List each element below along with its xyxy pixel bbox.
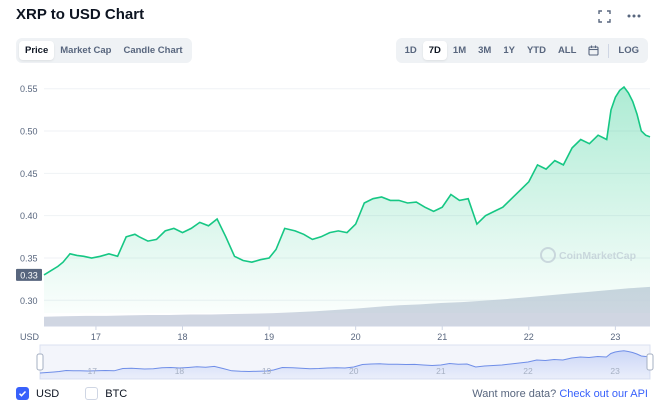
range-1m[interactable]: 1M <box>452 45 467 56</box>
navigator-tick-label: 19 <box>262 366 272 376</box>
tab-market-cap[interactable]: Market Cap <box>60 45 112 56</box>
fullscreen-icon[interactable] <box>596 8 612 24</box>
range-3m[interactable]: 3M <box>478 45 492 56</box>
svg-text:CoinMarketCap: CoinMarketCap <box>559 250 636 262</box>
range-selector: 1D 7D 1M 3M 1Y YTD ALL LOG <box>395 38 648 63</box>
y-tick-label: 0.55 <box>20 84 38 94</box>
navigator-handle-right[interactable] <box>646 353 654 371</box>
currency-usd[interactable]: USD <box>16 387 59 400</box>
y-tick-label: 0.35 <box>20 253 38 263</box>
price-area <box>44 87 650 313</box>
page-title: XRP to USD Chart <box>16 6 145 23</box>
x-tick-label: 20 <box>351 332 361 342</box>
x-tick-label: 17 <box>91 332 101 342</box>
current-price-label: 0.33 <box>20 270 38 280</box>
x-tick-label: 23 <box>610 332 620 342</box>
currency-legend: USD BTC <box>16 387 145 400</box>
x-tick-label: 19 <box>264 332 274 342</box>
range-divider <box>608 43 610 58</box>
y-tick-label: 0.40 <box>20 211 38 221</box>
y-tick-label: 0.50 <box>20 127 38 137</box>
currency-label: USD <box>36 387 60 400</box>
api-text: Want more data? <box>472 388 557 400</box>
range-ytd[interactable]: YTD <box>526 45 546 56</box>
range-1d[interactable]: 1D <box>404 45 417 56</box>
more-icon[interactable] <box>626 8 642 24</box>
top-icons <box>596 8 642 24</box>
y-tick-label: 0.45 <box>20 169 38 179</box>
navigator-tick-label: 21 <box>436 366 446 376</box>
currency-axis-label: USD <box>20 332 40 342</box>
navigator-line <box>39 350 651 374</box>
api-promo: Want more data? Check out our API <box>472 388 648 400</box>
api-link[interactable]: Check out our API <box>559 388 648 400</box>
y-tick-label: 0.30 <box>20 296 38 306</box>
navigator-tick-label: 20 <box>349 366 359 376</box>
range-all[interactable]: ALL <box>557 45 577 56</box>
tab-candle-chart[interactable]: Candle Chart <box>123 45 183 56</box>
watermark: CoinMarketCap <box>540 247 636 263</box>
navigator-tick-label: 23 <box>610 366 620 376</box>
checkbox-empty-icon[interactable] <box>85 387 99 400</box>
checkbox-checked-icon[interactable] <box>16 387 29 400</box>
chart-type-tabs: Price Market Cap Candle Chart <box>16 38 192 63</box>
x-tick-label: 21 <box>437 332 447 342</box>
log-toggle[interactable]: LOG <box>618 45 639 56</box>
tab-price[interactable]: Price <box>19 41 55 60</box>
navigator-tick-label: 22 <box>523 366 533 376</box>
navigator-handle-left[interactable] <box>36 353 44 371</box>
current-price-badge <box>16 268 42 281</box>
navigator-tick-label: 17 <box>88 366 98 376</box>
x-tick-label: 18 <box>178 332 188 342</box>
navigator-area <box>40 350 650 379</box>
currency-btc[interactable]: BTC <box>85 387 127 400</box>
price-chart: 0.30 0.35 0.40 0.45 0.50 0.55 0.33 USD 17 18 19 20 2… <box>16 84 654 380</box>
calendar-icon[interactable] <box>582 41 605 60</box>
range-1y[interactable]: 1Y <box>503 45 515 56</box>
currency-label: BTC <box>105 387 128 400</box>
navigator-tick-label: 18 <box>175 366 185 376</box>
volume-area <box>44 286 650 326</box>
price-line <box>43 85 651 276</box>
range-7d[interactable]: 7D <box>422 41 447 60</box>
x-tick-label: 22 <box>524 332 534 342</box>
